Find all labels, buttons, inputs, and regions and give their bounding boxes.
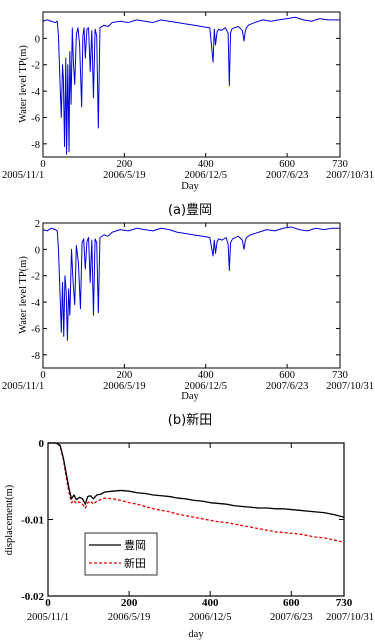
y-tick-label-a-1: -2 — [31, 61, 40, 72]
x-date-label-a-4: 2007/10/31 — [326, 170, 374, 181]
y-tick-label-a-2: -4 — [31, 87, 40, 98]
x-date-label-a-1: 2006/5/19 — [103, 170, 146, 181]
panel-a-xlabel: Day — [181, 181, 199, 192]
panel-b-frame — [42, 222, 341, 369]
x-tick-label-b-1: 200 — [116, 370, 132, 381]
panel-a-caption: (a)豊岡 — [168, 203, 212, 218]
x-tick-label-a-3: 600 — [279, 159, 295, 170]
x-date-label-c-1: 2006/5/19 — [108, 612, 151, 623]
x-tick-label-c-4: 730 — [336, 597, 353, 609]
series-line-b-0 — [42, 226, 340, 341]
y-tick-label-a-3: -6 — [31, 113, 40, 124]
y-tick-label-a-0: 0 — [35, 34, 40, 45]
y-tick-label-b-2: -2 — [31, 272, 40, 283]
x-tick-label-a-4: 730 — [332, 159, 348, 170]
x-tick-label-c-3: 600 — [283, 597, 300, 609]
x-date-label-b-4: 2007/10/31 — [326, 381, 374, 392]
y-tick-label-b-4: -6 — [31, 324, 40, 335]
x-date-label-c-3: 2007/6/23 — [270, 612, 313, 623]
panel-b-ylabel: Water level TP(m) — [18, 256, 29, 334]
legend-label-nitta: 新田 — [124, 556, 146, 570]
panel-a-water-level-toyooka: Water level TP(m) Day (a)豊岡 0 200 400 600 73… — [2, 11, 374, 218]
y-tick-label-b-0: 2 — [35, 219, 40, 230]
x-tick-label-a-2: 400 — [198, 159, 214, 170]
x-date-label-c-4: 2007/10/31 — [326, 612, 374, 623]
x-date-label-c-2: 2006/12/5 — [189, 612, 232, 623]
legend-label-toyooka: 豊岡 — [124, 539, 146, 552]
panel-b-water-level-nitta: Water level TP(m) Day (b)新田 0 200 400 600 73… — [2, 219, 374, 428]
y-tick-label-c-1: -0.01 — [21, 515, 44, 527]
series-line-c-1 — [48, 442, 345, 544]
panel-c-legend: 豊岡 新田 — [84, 532, 158, 576]
x-date-label-a-2: 2006/12/5 — [184, 170, 227, 181]
x-date-label-b-1: 2006/5/19 — [103, 381, 146, 392]
x-date-label-b-0: 2005/11/1 — [2, 381, 44, 392]
x-tick-label-c-2: 400 — [202, 597, 219, 609]
y-tick-label-c-0: 0 — [39, 438, 45, 450]
x-tick-label-b-2: 400 — [198, 370, 214, 381]
x-tick-label-a-1: 200 — [116, 159, 132, 170]
x-tick-label-b-3: 600 — [279, 370, 295, 381]
panel-c-displacement: displacement(m) day 豊岡 新田 0 200 400 600 730 2… — [4, 438, 374, 640]
x-tick-label-a-0: 0 — [40, 159, 45, 170]
x-date-label-b-3: 2007/6/23 — [266, 381, 309, 392]
x-tick-label-b-4: 730 — [332, 370, 348, 381]
y-tick-label-b-1: 0 — [35, 245, 40, 256]
panel-b-caption: (b)新田 — [168, 412, 212, 428]
panel-a-ylabel: Water level TP(m) — [18, 45, 29, 123]
y-tick-label-c-2: -0.02 — [21, 591, 44, 603]
x-date-label-a-3: 2007/6/23 — [266, 170, 309, 181]
x-date-label-b-2: 2006/12/5 — [184, 381, 227, 392]
series-line-a-0 — [42, 16, 340, 155]
y-tick-label-b-3: -4 — [31, 298, 40, 309]
x-tick-label-b-0: 0 — [40, 370, 45, 381]
y-tick-label-b-5: -8 — [31, 351, 40, 362]
panel-c-xlabel: day — [188, 629, 204, 640]
x-tick-label-c-1: 200 — [121, 597, 138, 609]
series-line-c-0 — [48, 442, 345, 518]
panel-a-frame — [42, 11, 341, 158]
x-date-label-a-0: 2005/11/1 — [2, 170, 44, 181]
panel-c-ylabel: displacement(m) — [4, 484, 15, 555]
y-tick-label-a-4: -8 — [31, 140, 40, 151]
panel-b-xlabel: Day — [181, 391, 199, 402]
legend-box — [84, 532, 158, 576]
x-date-label-c-0: 2005/11/1 — [27, 612, 69, 623]
x-tick-label-c-0: 0 — [45, 597, 51, 609]
